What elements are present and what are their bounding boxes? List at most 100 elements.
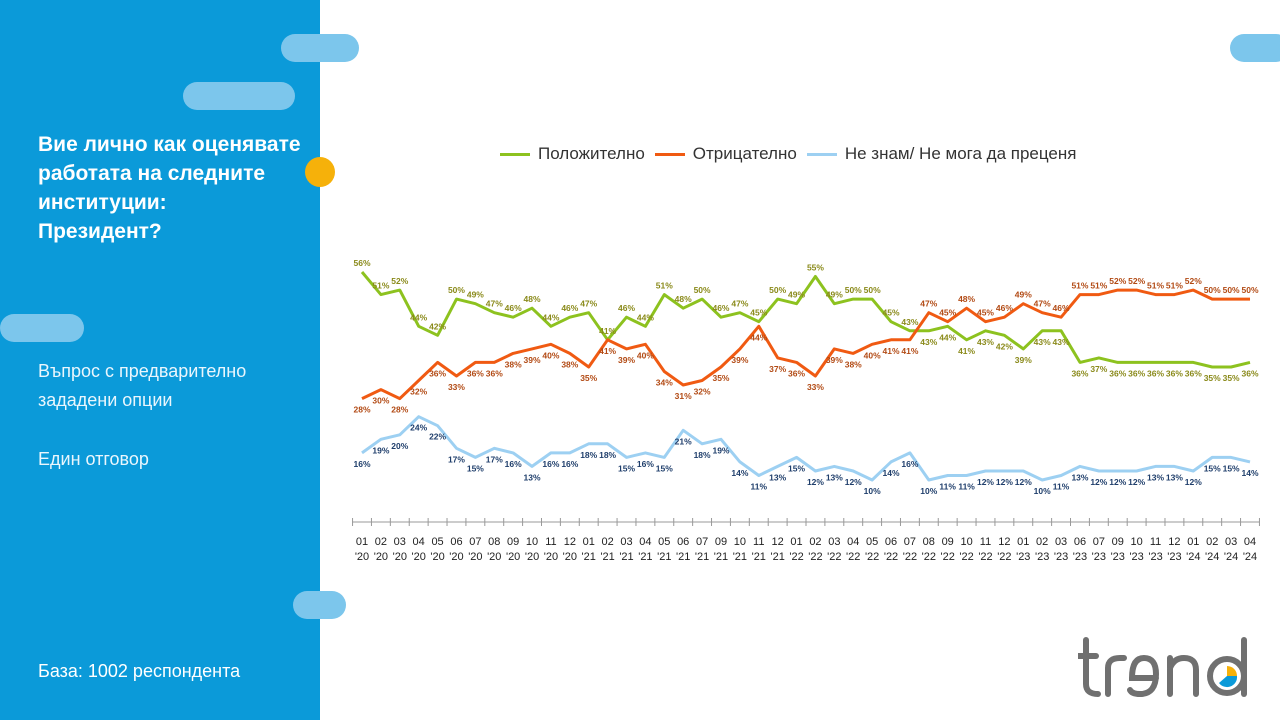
x-tick-label-year: '22 bbox=[808, 551, 822, 563]
data-label: 48% bbox=[675, 294, 692, 304]
data-label: 44% bbox=[750, 332, 767, 342]
x-tick-label-month: 10 bbox=[526, 536, 538, 548]
data-label: 42% bbox=[996, 341, 1013, 351]
data-label: 41% bbox=[599, 346, 616, 356]
x-tick-label-year: '23 bbox=[1016, 551, 1030, 563]
x-tick-label-month: 03 bbox=[620, 536, 632, 548]
data-label: 41% bbox=[958, 346, 975, 356]
data-label: 31% bbox=[675, 391, 692, 401]
question-type-note: Въпрос с предварително зададени опции bbox=[38, 357, 308, 415]
data-label: 45% bbox=[977, 308, 994, 318]
x-tick-label-month: 06 bbox=[1074, 536, 1086, 548]
data-label: 48% bbox=[524, 294, 541, 304]
x-tick-label-month: 10 bbox=[1131, 536, 1143, 548]
data-label: 36% bbox=[1185, 368, 1202, 378]
x-tick-label-year: '24 bbox=[1243, 551, 1257, 563]
data-label: 11% bbox=[958, 481, 975, 491]
legend-label-negative: Отрицателно bbox=[692, 144, 797, 163]
data-label: 39% bbox=[826, 355, 843, 365]
x-tick-label-month: 12 bbox=[564, 536, 576, 548]
x-tick-label-year: '22 bbox=[997, 551, 1011, 563]
data-label: 44% bbox=[939, 332, 956, 342]
x-tick-label-month: 02 bbox=[601, 536, 613, 548]
data-label: 36% bbox=[1109, 368, 1126, 378]
data-label: 43% bbox=[901, 317, 918, 327]
data-label: 36% bbox=[429, 368, 446, 378]
data-label: 44% bbox=[637, 312, 654, 322]
data-label: 51% bbox=[1166, 281, 1183, 291]
data-label: 16% bbox=[353, 459, 370, 469]
x-tick-label-year: '22 bbox=[922, 551, 936, 563]
x-tick-label-month: 02 bbox=[1036, 536, 1048, 548]
data-label: 10% bbox=[864, 486, 881, 496]
x-tick-label-year: '24 bbox=[1186, 551, 1200, 563]
data-label: 35% bbox=[712, 373, 729, 383]
data-label: 17% bbox=[448, 454, 465, 464]
x-tick-label-year: '21 bbox=[695, 551, 709, 563]
trend-logo bbox=[1075, 636, 1258, 700]
question-type-line: зададени опции bbox=[38, 390, 173, 410]
data-label: 19% bbox=[712, 445, 729, 455]
data-label: 15% bbox=[618, 463, 635, 473]
x-tick-label-month: 11 bbox=[753, 536, 764, 548]
data-label: 37% bbox=[1090, 364, 1107, 374]
legend-swatch-positive bbox=[500, 152, 530, 156]
data-label: 39% bbox=[618, 355, 635, 365]
x-tick-label-year: '20 bbox=[449, 551, 463, 563]
data-label: 16% bbox=[505, 459, 522, 469]
data-label: 36% bbox=[486, 368, 503, 378]
legend-swatch-negative bbox=[654, 152, 685, 156]
x-tick-label-month: 09 bbox=[1112, 536, 1124, 548]
data-label: 52% bbox=[1128, 276, 1145, 286]
data-label: 13% bbox=[769, 472, 786, 482]
data-label: 12% bbox=[845, 477, 862, 487]
x-tick-label-month: 01 bbox=[583, 536, 595, 548]
x-tick-label-year: '22 bbox=[865, 551, 879, 563]
x-tick-label-year: '20 bbox=[430, 551, 444, 563]
x-tick-label-month: 08 bbox=[488, 536, 500, 548]
legend-item-positive: Положително bbox=[500, 144, 645, 164]
x-tick-label-year: '22 bbox=[846, 551, 860, 563]
data-label: 52% bbox=[391, 276, 408, 286]
x-tick-label-month: 09 bbox=[715, 536, 727, 548]
data-label: 18% bbox=[599, 450, 616, 460]
data-label: 51% bbox=[1071, 281, 1088, 291]
x-tick-label-year: '23 bbox=[1035, 551, 1049, 563]
data-label: 51% bbox=[1147, 281, 1164, 291]
data-label: 45% bbox=[883, 308, 900, 318]
x-tick-label-month: 09 bbox=[942, 536, 954, 548]
x-tick-label-year: '20 bbox=[525, 551, 539, 563]
x-tick-label-month: 03 bbox=[394, 536, 406, 548]
data-label: 36% bbox=[1128, 368, 1145, 378]
x-tick-label-year: '24 bbox=[1224, 551, 1238, 563]
data-label: 46% bbox=[505, 303, 522, 313]
data-label: 16% bbox=[637, 459, 654, 469]
trend-logo-mark bbox=[1075, 637, 1247, 698]
question-title: Вие лично как оценявате работата на след… bbox=[38, 130, 308, 246]
x-tick-label-month: 07 bbox=[1093, 536, 1105, 548]
x-tick-label-year: '23 bbox=[1073, 551, 1087, 563]
data-label: 50% bbox=[845, 285, 862, 295]
data-label: 39% bbox=[731, 355, 748, 365]
data-label: 35% bbox=[1223, 373, 1240, 383]
data-label: 39% bbox=[1015, 355, 1032, 365]
x-tick-label-year: '23 bbox=[1092, 551, 1106, 563]
data-label: 11% bbox=[1053, 481, 1070, 491]
x-tick-label-month: 07 bbox=[696, 536, 708, 548]
series-line-0 bbox=[360, 271, 1251, 369]
data-label: 45% bbox=[750, 308, 767, 318]
x-tick-label-month: 03 bbox=[1225, 536, 1237, 548]
x-tick-label-month: 12 bbox=[998, 536, 1010, 548]
x-tick-label-month: 07 bbox=[469, 536, 481, 548]
x-tick-label-month: 01 bbox=[790, 536, 802, 548]
x-tick-label-year: '21 bbox=[676, 551, 690, 563]
data-label: 10% bbox=[920, 486, 937, 496]
data-label: 15% bbox=[1204, 463, 1221, 473]
x-tick-label-month: 04 bbox=[1244, 536, 1256, 548]
data-label: 13% bbox=[524, 472, 541, 482]
data-label: 48% bbox=[958, 294, 975, 304]
data-label: 15% bbox=[656, 463, 673, 473]
x-tick-label-year: '20 bbox=[563, 551, 577, 563]
data-label: 46% bbox=[618, 303, 635, 313]
